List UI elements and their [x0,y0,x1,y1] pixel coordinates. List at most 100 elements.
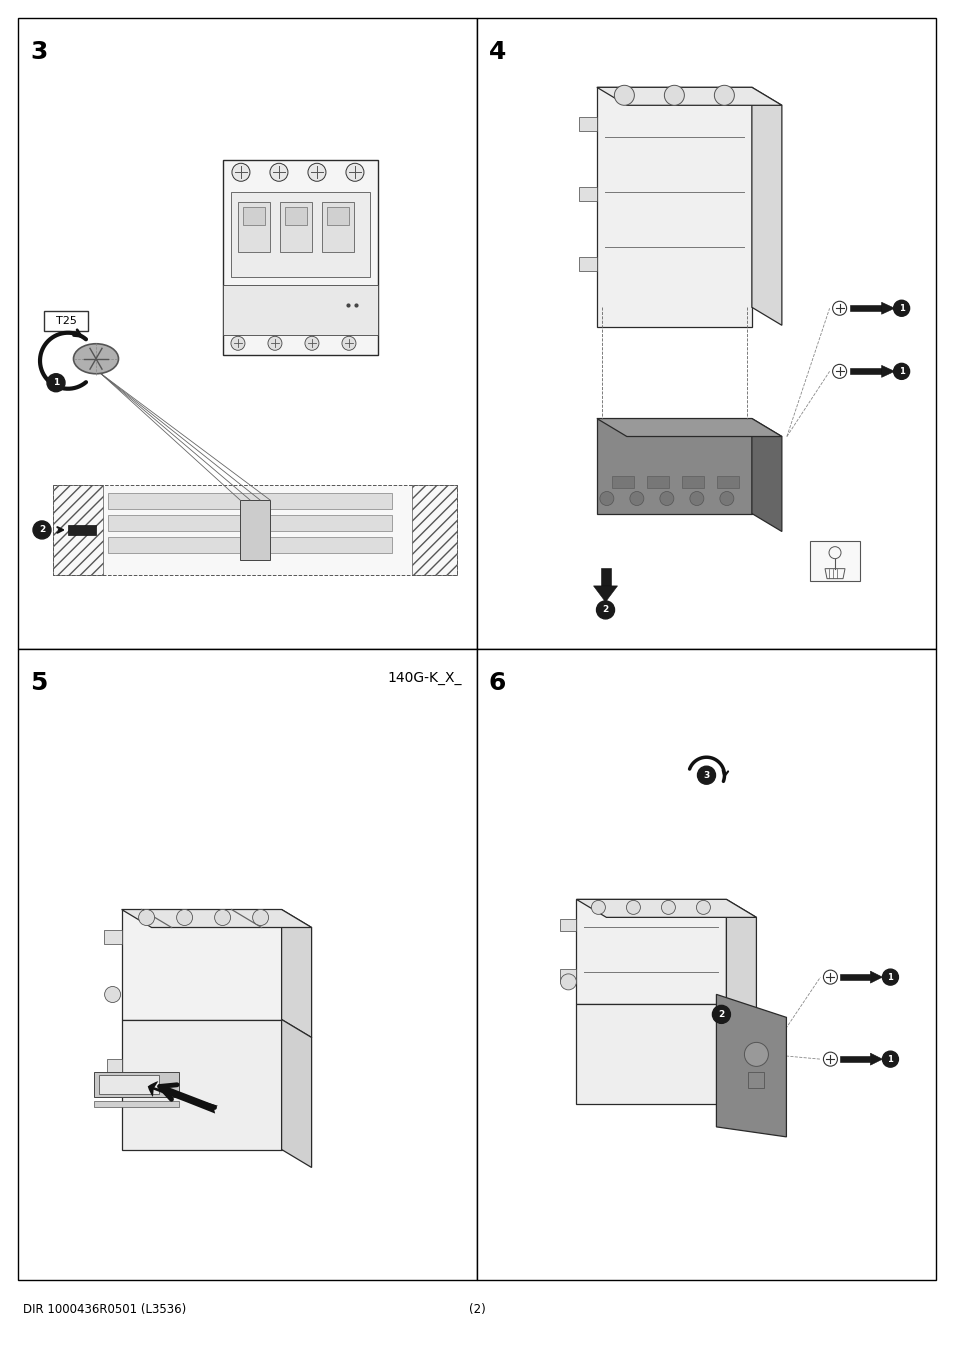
Bar [285,208,307,225]
Bar [716,477,738,487]
Circle shape [268,336,282,350]
Bar [327,208,349,225]
Circle shape [720,491,733,505]
Circle shape [832,364,845,378]
Polygon shape [716,995,785,1137]
Circle shape [697,767,715,784]
Bar [321,202,354,252]
Text: 5: 5 [30,671,48,695]
Bar [840,1056,869,1062]
Bar [121,910,281,1019]
Text: 1: 1 [52,378,59,387]
Circle shape [308,163,326,181]
Bar [243,208,265,225]
Polygon shape [597,418,781,436]
Bar [99,1075,158,1094]
Polygon shape [281,1019,312,1168]
Bar [237,202,270,252]
Bar [412,485,456,575]
Bar [94,1072,179,1096]
Text: DIR 1000436R0501 (L3536): DIR 1000436R0501 (L3536) [23,1304,186,1316]
Bar [240,500,270,560]
Bar [599,568,610,586]
Bar [646,477,668,487]
Bar [578,117,597,131]
Circle shape [346,163,363,181]
Circle shape [614,85,634,105]
Circle shape [626,900,639,914]
Polygon shape [597,88,781,105]
Circle shape [33,521,51,539]
Circle shape [689,491,703,505]
Circle shape [591,900,605,914]
Bar [849,369,881,374]
Text: 2: 2 [718,1010,723,1019]
Bar [578,258,597,271]
Text: 2: 2 [601,605,608,614]
Polygon shape [881,302,894,315]
Bar [840,975,869,980]
Polygon shape [725,1004,756,1122]
Circle shape [596,601,614,618]
Text: 1: 1 [898,367,903,375]
Text: 4: 4 [489,40,506,63]
Circle shape [712,1006,730,1023]
Polygon shape [881,366,894,378]
Bar [53,485,456,575]
Text: 6: 6 [489,671,506,695]
Bar [559,969,576,981]
Text: 1: 1 [898,304,903,313]
Circle shape [599,491,613,505]
Bar [53,485,103,575]
Bar [849,305,881,312]
Text: 3: 3 [702,771,709,780]
Polygon shape [725,899,756,1022]
Text: 140G-K_X_: 140G-K_X_ [387,671,461,684]
Circle shape [47,374,65,392]
Polygon shape [869,1053,882,1065]
Bar [597,418,751,513]
Bar [108,493,392,509]
Text: 2: 2 [39,525,45,535]
Bar [18,18,476,649]
Circle shape [893,363,908,379]
Text: 3: 3 [30,40,48,63]
Bar [279,202,312,252]
Circle shape [231,336,245,350]
Bar [559,919,576,931]
Circle shape [743,1042,767,1066]
Circle shape [714,85,734,105]
Circle shape [138,910,154,926]
Bar [597,88,751,327]
Circle shape [882,969,898,986]
Ellipse shape [73,344,118,374]
Bar [108,514,392,531]
Circle shape [822,1052,837,1066]
Bar [576,899,725,1004]
Circle shape [105,987,120,1003]
Text: T25: T25 [55,316,76,325]
Bar [576,1004,725,1104]
Polygon shape [593,586,617,602]
Circle shape [270,163,288,181]
Circle shape [696,900,710,914]
Polygon shape [121,910,312,927]
Bar [809,540,859,580]
Circle shape [660,900,675,914]
Bar [231,192,370,277]
Bar [476,18,935,649]
Bar [94,1100,179,1107]
Circle shape [232,163,250,181]
Bar [44,310,88,331]
Polygon shape [869,971,882,983]
Bar [611,477,633,487]
Text: 1: 1 [886,1054,892,1064]
Circle shape [559,973,576,990]
Bar [223,285,377,335]
Bar [108,537,392,554]
Bar [681,477,703,487]
Polygon shape [751,88,781,325]
Polygon shape [576,899,756,918]
Circle shape [176,910,193,926]
Polygon shape [281,910,312,1038]
